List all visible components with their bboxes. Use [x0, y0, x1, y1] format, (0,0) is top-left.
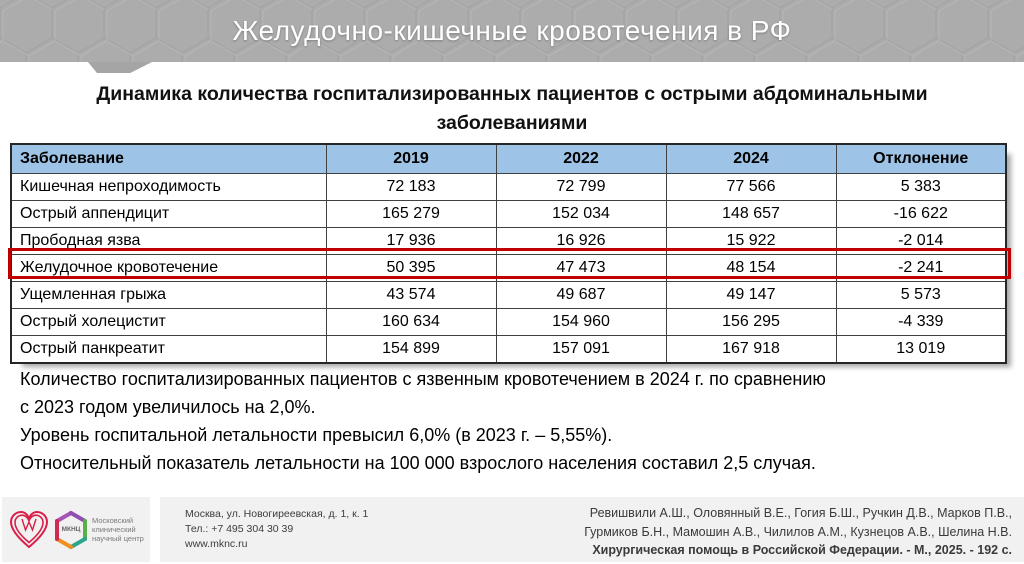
value-cell: 152 034: [495, 200, 667, 228]
column-header-disease: Заболевание: [10, 143, 327, 174]
value-cell: 5 383: [835, 173, 1007, 201]
disease-cell: Кишечная непроходимость: [10, 173, 327, 201]
citation-authors-line: Гурмиков Б.Н., Мамошин А.В., Чилилов А.М…: [584, 524, 1012, 539]
value-cell: 48 154: [665, 254, 837, 282]
value-cell: 13 019: [835, 335, 1007, 364]
value-cell: -16 622: [835, 200, 1007, 228]
body-text-line: Уровень госпитальной летальности превыси…: [20, 425, 613, 445]
organization-name-line: Московский: [92, 516, 134, 525]
column-header-deviation: Отклонение: [835, 143, 1007, 174]
value-cell: 148 657: [665, 200, 837, 228]
page-title: Желудочно-кишечные кровотечения в РФ: [232, 15, 792, 46]
body-text-line: Количество госпитализированных пациентов…: [20, 369, 826, 389]
mknc-hexagon-logo-icon: МКНЦ: [53, 510, 89, 550]
value-cell: 154 899: [325, 335, 497, 364]
column-header-2022: 2022: [495, 143, 667, 174]
hex-logo-label: МКНЦ: [61, 526, 81, 533]
table-header-row: Заболевание 2019 2022 2024 Отклонение: [10, 143, 1007, 174]
table-body: Кишечная непроходимость 72 183 72 799 77 56…: [10, 173, 1007, 364]
citation-authors-line: Ревишвили А.Ш., Оловянный В.Е., Гогия Б.…: [589, 506, 1012, 520]
column-header-2024: 2024: [665, 143, 837, 174]
contact-phone: Тел.: +7 495 304 30 39: [185, 523, 294, 535]
contact-info: Москва, ул. Новогиреевская, д. 1, к. 1 Т…: [185, 507, 368, 552]
table-row: Желудочное кровотечение 50 395 47 473 48 15…: [10, 254, 1007, 282]
value-cell: 165 279: [325, 200, 497, 228]
disease-cell: Желудочное кровотечение: [10, 254, 327, 282]
table-header: Заболевание 2019 2022 2024 Отклонение: [10, 143, 1007, 174]
table-row: Ущемленная грыжа 43 574 49 687 49 147 5 573: [10, 281, 1007, 309]
value-cell: 157 091: [495, 335, 667, 364]
value-cell: 47 473: [495, 254, 667, 282]
disease-cell: Ущемленная грыжа: [10, 281, 327, 309]
value-cell: 5 573: [835, 281, 1007, 309]
organization-name-line: клинический: [92, 525, 136, 534]
value-cell: -4 339: [835, 308, 1007, 336]
value-cell: -2 241: [835, 254, 1007, 282]
citation-source: Хирургическая помощь в Российской Федера…: [592, 543, 1012, 557]
body-text: Количество госпитализированных пациентов…: [20, 365, 1020, 477]
disease-cell: Прободная язва: [10, 227, 327, 255]
value-cell: 49 687: [495, 281, 667, 309]
footer-logo-block: МКНЦ Московский клинический научный цент…: [2, 497, 150, 562]
contact-address: Москва, ул. Новогиреевская, д. 1, к. 1: [185, 508, 369, 520]
value-cell: 49 147: [665, 281, 837, 309]
value-cell: -2 014: [835, 227, 1007, 255]
column-header-2019: 2019: [325, 143, 497, 174]
table-row: Кишечная непроходимость 72 183 72 799 77 56…: [10, 173, 1007, 201]
table-row: Острый аппендицит 165 279 152 034 148 657 -1…: [10, 200, 1007, 228]
contact-website[interactable]: www.mknc.ru: [185, 538, 248, 550]
table-row: Острый панкреатит 154 899 157 091 167 918 13…: [10, 335, 1007, 364]
disease-cell: Острый аппендицит: [10, 200, 327, 228]
value-cell: 77 566: [665, 173, 837, 201]
hexagon-pattern: [0, 0, 1024, 62]
citation: Ревишвили А.Ш., Оловянный В.Е., Гогия Б.…: [584, 504, 1012, 560]
body-text-line: с 2023 годом увеличилось на 2,0%.: [20, 397, 316, 417]
value-cell: 160 634: [325, 308, 497, 336]
value-cell: 72 799: [495, 173, 667, 201]
disease-cell: Острый холецистит: [10, 308, 327, 336]
slide-header-bar: Желудочно-кишечные кровотечения в РФ: [0, 0, 1024, 62]
header-notch-decoration: [88, 62, 152, 73]
body-text-line: Относительный показатель летальности на …: [20, 453, 816, 473]
value-cell: 156 295: [665, 308, 837, 336]
mknc-heart-logo-icon: [8, 510, 50, 550]
value-cell: 72 183: [325, 173, 497, 201]
slide-title: Динамика количества госпитализированных …: [52, 80, 972, 138]
value-cell: 50 395: [325, 254, 497, 282]
footer-main-block: Москва, ул. Новогиреевская, д. 1, к. 1 Т…: [160, 497, 1024, 562]
disease-cell: Острый панкреатит: [10, 335, 327, 364]
value-cell: 16 926: [495, 227, 667, 255]
value-cell: 17 936: [325, 227, 497, 255]
value-cell: 43 574: [325, 281, 497, 309]
organization-name: Московский клинический научный центр: [92, 516, 144, 543]
slide-title-text: Динамика количества госпитализированных …: [96, 83, 928, 134]
value-cell: 167 918: [665, 335, 837, 364]
value-cell: 154 960: [495, 308, 667, 336]
value-cell: 15 922: [665, 227, 837, 255]
table-row: Острый холецистит 160 634 154 960 156 295 -4…: [10, 308, 1007, 336]
table-row: Прободная язва 17 936 16 926 15 922 -2 014: [10, 227, 1007, 255]
hospitalization-table: Заболевание 2019 2022 2024 Отклонение Ки…: [10, 143, 1007, 364]
organization-name-line: научный центр: [92, 534, 144, 543]
